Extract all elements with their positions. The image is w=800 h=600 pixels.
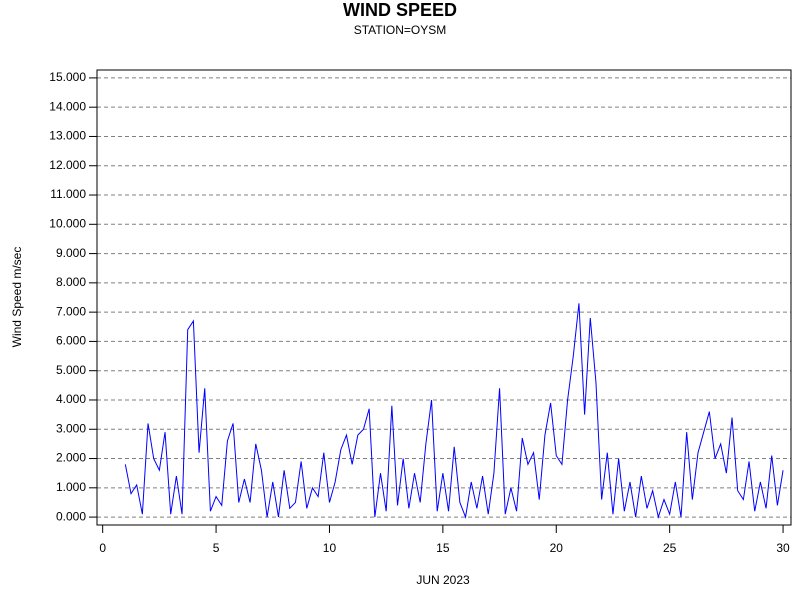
chart-title: WIND SPEED: [343, 0, 457, 20]
x-tick-label: 15: [436, 541, 450, 555]
y-tick-label: 14.000: [49, 99, 86, 113]
x-tick-label: 25: [663, 541, 677, 555]
y-tick-label: 9.000: [56, 246, 86, 260]
y-tick-label: 10.000: [49, 216, 86, 230]
y-tick-label: 6.000: [56, 334, 86, 348]
y-tick-label: 13.000: [49, 129, 86, 143]
y-tick-label: 4.000: [56, 392, 86, 406]
y-tick-label: 7.000: [56, 304, 86, 318]
x-tick-label: 10: [323, 541, 337, 555]
y-tick-label: 15.000: [49, 70, 86, 84]
y-tick-label: 1.000: [56, 480, 86, 494]
y-tick-label: 3.000: [56, 421, 86, 435]
x-tick-label: 5: [213, 541, 220, 555]
data-line: [124, 303, 784, 520]
y-tick-label: 5.000: [56, 363, 86, 377]
y-axis-label: Wind Speed m/sec: [10, 247, 24, 348]
y-tick-label: 8.000: [56, 275, 86, 289]
y-tick-label: 0.000: [56, 509, 86, 523]
x-tick-label: 20: [550, 541, 564, 555]
x-axis-label: JUN 2023: [416, 573, 470, 587]
y-tick-label: 12.000: [49, 158, 86, 172]
x-tick-label: 0: [99, 541, 106, 555]
y-tick-label: 11.000: [50, 187, 86, 201]
chart-subtitle: STATION=OYSM: [354, 23, 447, 37]
y-tick-label: 2.000: [56, 451, 86, 465]
x-tick-label: 30: [776, 541, 790, 555]
plot-frame: [96, 69, 792, 526]
